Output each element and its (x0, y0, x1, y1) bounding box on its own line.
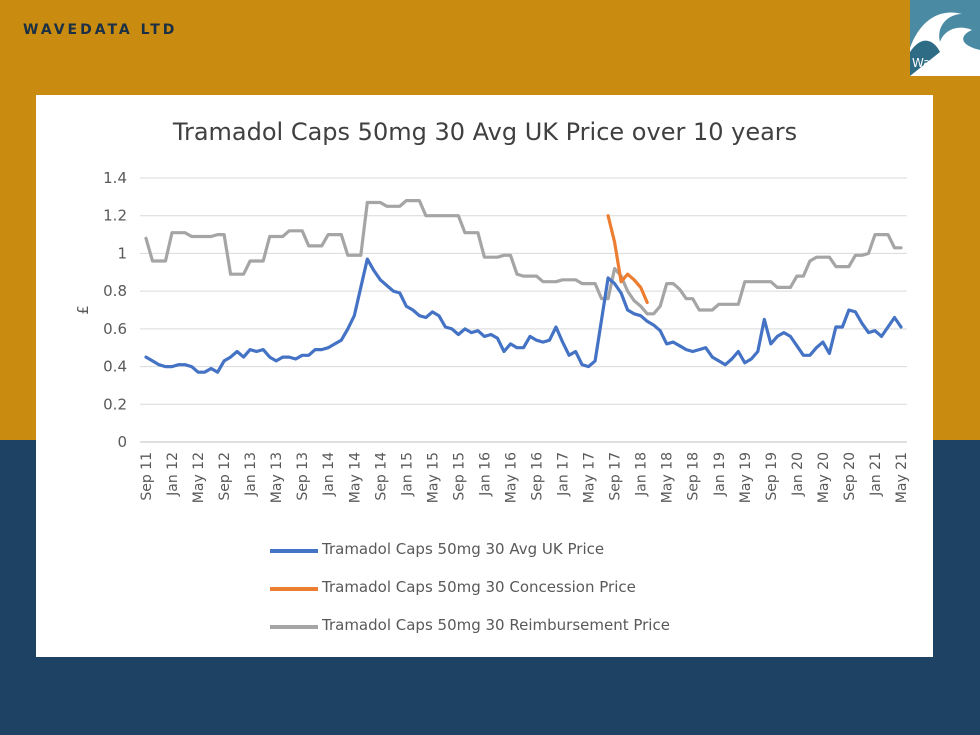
x-tick-label: Jan 19 (712, 452, 728, 497)
x-tick-label: Jan 20 (790, 452, 806, 497)
x-tick-label: May 13 (269, 452, 285, 503)
x-tick-label: Jan 15 (399, 452, 415, 497)
y-tick-label: 0.6 (103, 320, 127, 338)
logo-text-wave: Wave (912, 56, 945, 70)
x-tick-label: May 18 (660, 452, 676, 503)
y-tick-label: 0 (117, 433, 127, 451)
x-tick-label: May 12 (191, 452, 207, 503)
legend-swatch (270, 587, 318, 591)
x-tick-label: Jan 16 (477, 452, 493, 497)
x-tick-label: Sep 11 (139, 452, 155, 501)
x-tick-label: Sep 18 (686, 452, 702, 501)
legend-label: Tramadol Caps 50mg 30 Reimbursement Pric… (322, 616, 670, 634)
y-tick-label: 1 (117, 244, 127, 262)
x-tick-label: Sep 20 (842, 452, 858, 501)
x-tick-label: Jan 14 (321, 452, 337, 497)
series-line (144, 199, 903, 316)
x-tick-label: May 16 (503, 452, 519, 503)
x-tick-label: Jan 21 (868, 452, 884, 497)
x-tick-label: Sep 15 (451, 452, 467, 501)
chart-card (36, 95, 933, 657)
x-tick-label: Jan 17 (556, 452, 572, 497)
y-tick-label: 1.4 (103, 169, 127, 187)
x-tick-label: Jan 12 (165, 452, 181, 497)
legend-swatch (270, 549, 318, 553)
x-tick-label: May 17 (582, 452, 598, 503)
logo-wave-icon (910, 0, 980, 76)
wave-logo-icon[interactable] (910, 0, 980, 76)
y-axis-label: £ (74, 305, 92, 315)
series-line (606, 214, 649, 305)
x-tick-label: Sep 14 (373, 452, 389, 501)
x-tick-label: May 21 (894, 452, 910, 503)
x-tick-label: May 14 (347, 452, 363, 503)
x-tick-label: May 19 (738, 452, 754, 503)
y-tick-label: 0.4 (103, 358, 127, 376)
x-tick-label: Jan 18 (634, 452, 650, 497)
legend-label: Tramadol Caps 50mg 30 Concession Price (322, 578, 636, 596)
x-tick-label: Sep 19 (764, 452, 780, 501)
x-tick-label: Sep 12 (217, 452, 233, 501)
legend-label: Tramadol Caps 50mg 30 Avg UK Price (322, 540, 605, 558)
x-tick-label: May 15 (425, 452, 441, 503)
x-tick-label: Sep 13 (295, 452, 311, 501)
x-tick-label: Sep 17 (608, 452, 624, 501)
logo-text-data: Data (944, 56, 977, 70)
y-tick-label: 0.2 (103, 395, 127, 413)
chart-title: Tramadol Caps 50mg 30 Avg UK Price over … (172, 118, 798, 146)
x-tick-label: Jan 13 (243, 452, 259, 497)
series-line (144, 257, 903, 374)
brand-name: WAVEDATA LTD (23, 22, 178, 38)
y-tick-label: 1.2 (103, 207, 127, 225)
y-tick-label: 0.8 (103, 282, 127, 300)
logo-text: WaveData (912, 56, 977, 70)
x-tick-label: Sep 16 (530, 452, 546, 501)
x-tick-label: May 20 (816, 452, 832, 503)
legend-swatch (270, 625, 318, 629)
